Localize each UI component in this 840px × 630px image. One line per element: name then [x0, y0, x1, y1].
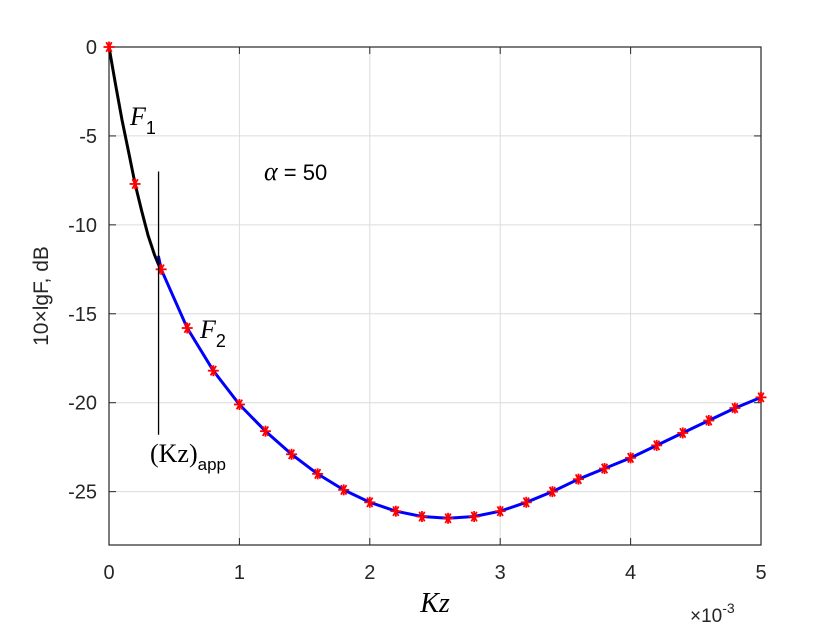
y-tick-label: -5 [79, 126, 97, 148]
data-point-marker [390, 505, 402, 517]
data-point-marker [755, 391, 767, 403]
data-point-marker [468, 511, 480, 523]
data-point-marker [729, 402, 741, 414]
y-tick-label: -15 [68, 304, 97, 326]
x-tick-label: 5 [755, 562, 766, 584]
data-point-marker [233, 398, 245, 410]
marker-layer [103, 41, 767, 524]
alpha-label: α = 50 [264, 157, 327, 186]
plot-frame [108, 46, 762, 546]
data-point-marker [286, 448, 298, 460]
y-axis-label: 10×lgF, dB [30, 246, 53, 346]
data-point-marker [442, 512, 454, 524]
x-tick-label: 3 [495, 562, 506, 584]
data-point-marker [677, 427, 689, 439]
data-point-marker [207, 365, 219, 377]
data-point-marker [416, 511, 428, 523]
data-point-marker [155, 263, 167, 275]
y-axis-ticks: 0 -5 -10 -15 -20 -25 [68, 37, 761, 504]
x-tick-label: 1 [234, 562, 245, 584]
data-point-marker [546, 486, 558, 498]
kz-app-label: (Kz)app [150, 439, 226, 474]
x-tick-label: 2 [364, 562, 375, 584]
x-axis-ticks: 0 1 2 3 4 5 [103, 47, 767, 584]
x-axis-label: Kz [419, 588, 450, 619]
y-tick-label: -20 [68, 393, 97, 415]
x-tick-label: 4 [625, 562, 636, 584]
f1-label: F1 [129, 102, 156, 138]
data-point-marker [651, 439, 663, 451]
data-point-marker [338, 484, 350, 496]
data-point-marker [625, 452, 637, 464]
data-point-marker [703, 415, 715, 426]
x-axis-exponent: ×10-3 [690, 600, 735, 627]
y-tick-label: 0 [86, 37, 97, 59]
data-point-marker [599, 463, 611, 475]
y-tick-label: -10 [68, 215, 97, 237]
data-point-marker [494, 505, 506, 517]
data-point-marker [312, 468, 324, 480]
data-point-marker [129, 178, 141, 190]
data-point-marker [364, 496, 376, 508]
data-point-marker [103, 41, 115, 53]
data-point-marker [259, 425, 271, 437]
data-point-marker [181, 322, 193, 334]
data-point-marker [520, 496, 532, 508]
data-point-marker [572, 473, 584, 485]
y-tick-label: -25 [68, 482, 97, 504]
x-tick-label: 0 [103, 562, 114, 584]
f2-label: F2 [199, 315, 226, 351]
